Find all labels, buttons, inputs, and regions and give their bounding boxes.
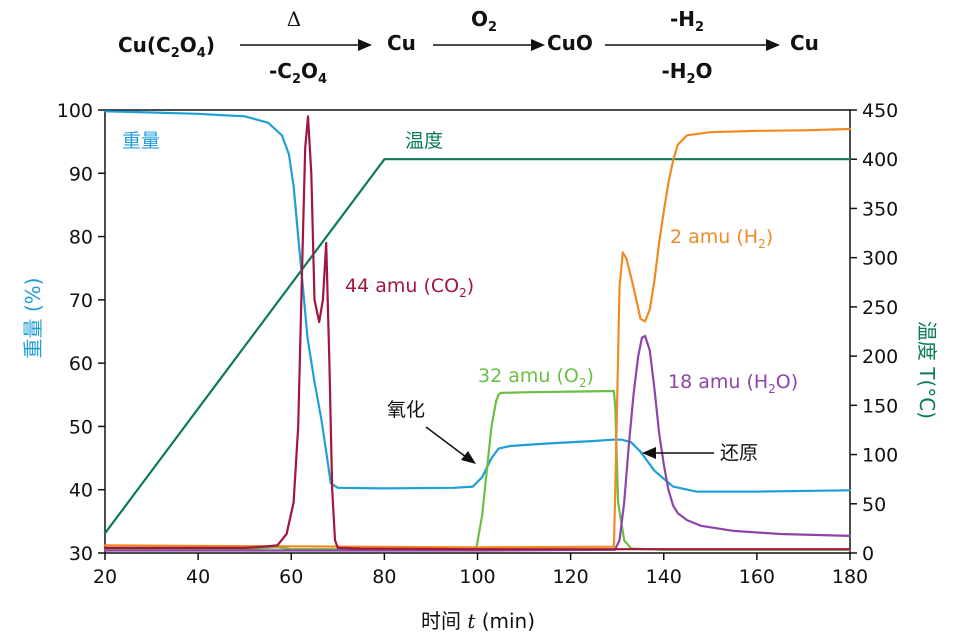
y-left-tick-label: 50 [69, 416, 93, 438]
x-tick-label: 100 [459, 566, 495, 588]
y-left-tick-label: 70 [69, 290, 93, 312]
annotation-reduction-arrowhead [642, 447, 656, 459]
series-line-o2 [103, 389, 852, 551]
x-tick-label: 180 [832, 566, 868, 588]
reaction-scheme: Cu(C2O4) Δ -C2O4 Cu O2 CuO -H2 -H2O Cu [118, 7, 819, 87]
y-axis-left-title: 重量 (%) [21, 278, 45, 359]
reaction-step3-above: -H2 [670, 7, 704, 35]
y-right-tick-label: 150 [862, 395, 898, 417]
reaction-arrowhead-2 [531, 39, 545, 51]
label-o2: 32 amu (O2) [478, 365, 594, 390]
label-h2: 2 amu (H2) [670, 226, 773, 251]
x-axis-title: 时间 t (min) [421, 609, 535, 633]
reaction-species-cu-2: Cu [790, 31, 819, 55]
reaction-species-cu-1: Cu [387, 31, 416, 55]
y-left-tick-label: 40 [69, 480, 93, 502]
label-weight: 重量 [122, 130, 160, 152]
label-temperature: 温度 [405, 130, 443, 152]
x-tick-label: 60 [279, 566, 303, 588]
y-right-tick-label: 450 [862, 100, 898, 122]
x-tick-label: 120 [552, 566, 588, 588]
series-line-weight [103, 110, 852, 493]
annotation-oxidation-arrow [425, 426, 467, 458]
plot-frame [104, 109, 851, 554]
y-right-tick-label: 350 [862, 198, 898, 220]
y-right-tick-label: 200 [862, 346, 898, 368]
y-left-tick-label: 80 [69, 227, 93, 249]
reaction-arrowhead-1 [358, 39, 372, 51]
label-co2: 44 amu (CO2) [345, 275, 474, 300]
reaction-species-copper-oxalate: Cu(C2O4) [118, 33, 215, 61]
series-line-temperature [103, 158, 852, 535]
x-tick-label: 140 [646, 566, 682, 588]
axis-ticks: 20 40 60 80 100 120 140 160 180 30 40 50 60 70 80 90 100… [57, 100, 899, 588]
annotation-oxidation: 氧化 [387, 399, 425, 421]
reaction-step1-below: -C2O4 [269, 59, 327, 87]
reaction-step2-above: O2 [471, 7, 497, 35]
y-left-tick-label: 60 [69, 353, 93, 375]
series-line-h2 [103, 127, 852, 549]
x-tick-label: 40 [186, 566, 210, 588]
x-tick-label: 80 [372, 566, 396, 588]
y-right-tick-label: 300 [862, 248, 898, 270]
y-right-tick-label: 50 [862, 494, 886, 516]
y-right-tick-label: 400 [862, 149, 898, 171]
y-axis-right-title: 温度 T(°C) [915, 321, 939, 419]
y-right-tick-label: 0 [862, 543, 874, 565]
label-h2o: 18 amu (H2O) [668, 371, 798, 396]
y-right-tick-label: 250 [862, 297, 898, 319]
annotation-oxidation-arrowhead [461, 451, 476, 464]
reaction-step3-below: -H2O [661, 59, 712, 87]
annotation-reduction: 还原 [720, 442, 758, 464]
y-right-tick-label: 100 [862, 445, 898, 467]
y-left-tick-label: 30 [69, 543, 93, 565]
series-lines [103, 110, 852, 552]
y-left-tick-label: 100 [57, 100, 93, 122]
x-tick-label: 20 [93, 566, 117, 588]
reaction-arrowhead-3 [766, 39, 780, 51]
y-left-tick-label: 90 [69, 163, 93, 185]
series-line-co2 [103, 115, 852, 551]
reaction-step1-above: Δ [287, 7, 301, 31]
reaction-species-cuo: CuO [547, 31, 593, 55]
series-line-h2o [103, 334, 852, 552]
x-tick-label: 160 [739, 566, 775, 588]
